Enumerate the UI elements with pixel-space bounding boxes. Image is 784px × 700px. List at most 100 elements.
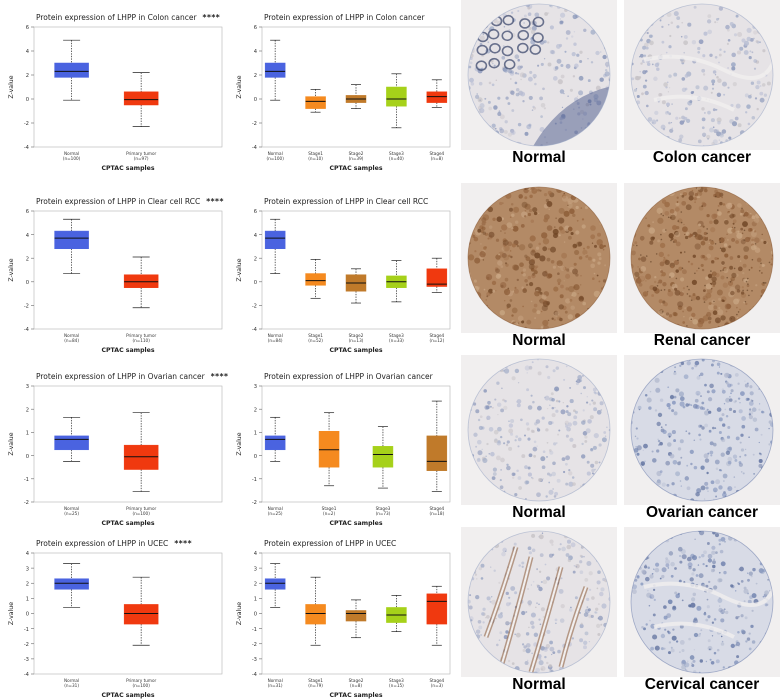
x-tick-n-label: (n=18) bbox=[429, 511, 444, 516]
y-axis-label: Z-value bbox=[8, 75, 15, 98]
tissue-edge bbox=[630, 358, 774, 502]
y-tick-label: 0 bbox=[26, 612, 29, 618]
y-tick-label: 3 bbox=[254, 566, 257, 572]
plot-frame bbox=[261, 210, 451, 330]
chart-title: Protein expression of LHPP in Colon canc… bbox=[36, 13, 197, 22]
significance-stars: **** bbox=[202, 13, 221, 22]
box-stage2 bbox=[345, 610, 367, 622]
tissue-edge bbox=[467, 530, 611, 674]
chart-title: Protein expression of LHPP in Clear cell… bbox=[36, 197, 201, 206]
y-axis-label: Z-value bbox=[236, 432, 243, 455]
ihc-image-ovarian-normal bbox=[461, 355, 617, 505]
y-tick-label: 6 bbox=[26, 209, 29, 215]
x-tick-label: Stage4 bbox=[429, 678, 444, 683]
plot-frame bbox=[33, 26, 223, 148]
y-tick-label: 2 bbox=[26, 256, 29, 262]
y-tick-label: -2 bbox=[252, 304, 257, 310]
x-tick-n-label: (n=100) bbox=[132, 511, 150, 516]
x-tick-label: Normal bbox=[268, 151, 283, 156]
x-tick-n-label: (n=25) bbox=[268, 511, 283, 516]
box-normal bbox=[54, 230, 89, 250]
x-axis-label: CPTAC samples bbox=[329, 692, 382, 699]
significance-stars: **** bbox=[174, 539, 193, 548]
box-stage3 bbox=[386, 86, 407, 107]
x-tick-n-label: (n=13) bbox=[349, 338, 364, 343]
tissue-core bbox=[624, 527, 780, 677]
box-primary-tumor bbox=[123, 274, 159, 288]
x-tick-label: Stage2 bbox=[349, 151, 364, 156]
x-tick-label: Normal bbox=[268, 333, 283, 338]
x-tick-n-label: (n=8) bbox=[350, 683, 362, 688]
plot-area: 6 4 2 0 -2 -4 Z-value CPTAC samples Normal(n=100… bbox=[236, 25, 451, 172]
ihc-image-colon-cancer bbox=[624, 0, 780, 150]
x-axis-label: CPTAC samples bbox=[329, 165, 382, 172]
x-tick-n-label: (n=12) bbox=[429, 338, 444, 343]
plot-frame bbox=[261, 385, 451, 503]
x-tick-n-label: (n=73) bbox=[376, 511, 391, 516]
x-tick-label: Stage1 bbox=[308, 678, 323, 683]
x-axis-label: CPTAC samples bbox=[101, 520, 154, 527]
tissue-label: Normal bbox=[512, 676, 566, 693]
x-axis-label: CPTAC samples bbox=[101, 165, 154, 172]
x-tick-n-label: (n=10) bbox=[308, 156, 323, 161]
boxplot-ucec-stage: Protein expression of LHPP in UCEC 4 3 2 1 0… bbox=[228, 527, 456, 700]
tissue-label: Renal cancer bbox=[653, 332, 751, 349]
y-axis-label: Z-value bbox=[8, 432, 15, 455]
tissue-label: Ovarian cancer bbox=[645, 504, 758, 521]
plot-area: 3 2 1 0 -1 -2 Z-value CPTAC samples Normal(n=25)… bbox=[236, 384, 451, 527]
x-tick-n-label: (n=25) bbox=[64, 511, 79, 516]
box-normal bbox=[264, 230, 286, 250]
plot-frame bbox=[33, 210, 223, 330]
box-primary-tumor bbox=[123, 604, 159, 625]
y-tick-label: 2 bbox=[26, 407, 29, 413]
y-tick-label: 4 bbox=[254, 49, 258, 55]
tissue-edge bbox=[467, 3, 611, 147]
chart-title: Protein expression of LHPP in UCEC bbox=[36, 539, 169, 548]
y-tick-label: 0 bbox=[26, 97, 29, 103]
y-tick-label: -4 bbox=[252, 145, 258, 151]
x-tick-label: Normal bbox=[64, 151, 79, 156]
x-tick-label: Normal bbox=[64, 506, 79, 511]
boxplot-colon-stage: Protein expression of LHPP in Colon canc… bbox=[228, 0, 456, 173]
x-tick-n-label: (n=97) bbox=[134, 156, 149, 161]
y-tick-label: -1 bbox=[252, 627, 257, 633]
boxplot-ovarian-tumor: Protein expression of LHPP in Ovarian ca… bbox=[0, 355, 228, 528]
box-primary-tumor bbox=[123, 91, 159, 106]
y-tick-label: -2 bbox=[252, 121, 257, 127]
y-tick-label: 2 bbox=[26, 73, 29, 79]
tissue-label: Normal bbox=[512, 332, 566, 349]
box-stage4 bbox=[426, 593, 448, 625]
y-tick-label: -1 bbox=[24, 477, 29, 483]
tissue-label: Normal bbox=[512, 149, 566, 166]
box-normal bbox=[264, 62, 286, 78]
x-tick-label: Primary tumor bbox=[126, 151, 156, 156]
significance-stars: **** bbox=[210, 372, 229, 381]
y-tick-label: -4 bbox=[24, 672, 30, 678]
chart-title: Protein expression of LHPP in Colon canc… bbox=[264, 13, 425, 22]
y-tick-label: 1 bbox=[26, 597, 29, 603]
x-tick-label: Stage3 bbox=[389, 333, 404, 338]
ihc-image-renal-cancer bbox=[624, 183, 780, 333]
y-tick-label: 4 bbox=[26, 49, 30, 55]
y-tick-label: -3 bbox=[24, 657, 29, 663]
tissue-core bbox=[461, 0, 617, 150]
y-tick-label: 6 bbox=[26, 25, 29, 31]
x-axis-label: CPTAC samples bbox=[329, 520, 382, 527]
box-primary-tumor bbox=[123, 444, 159, 470]
box-stage4 bbox=[426, 91, 448, 103]
y-tick-label: 3 bbox=[254, 384, 257, 390]
tissue-edge bbox=[630, 186, 774, 330]
ihc-image-renal-normal bbox=[461, 183, 617, 333]
y-tick-label: 2 bbox=[26, 581, 29, 587]
x-tick-n-label: (n=8) bbox=[431, 156, 443, 161]
chart-title: Protein expression of LHPP in UCEC bbox=[264, 539, 397, 548]
box-normal bbox=[264, 578, 286, 590]
chart-title: Protein expression of LHPP in Ovarian ca… bbox=[264, 372, 433, 381]
y-tick-label: -4 bbox=[24, 327, 30, 333]
x-axis-label: CPTAC samples bbox=[101, 347, 154, 354]
y-tick-label: 1 bbox=[26, 431, 29, 437]
y-tick-label: 2 bbox=[254, 407, 257, 413]
y-tick-label: 0 bbox=[26, 454, 29, 460]
